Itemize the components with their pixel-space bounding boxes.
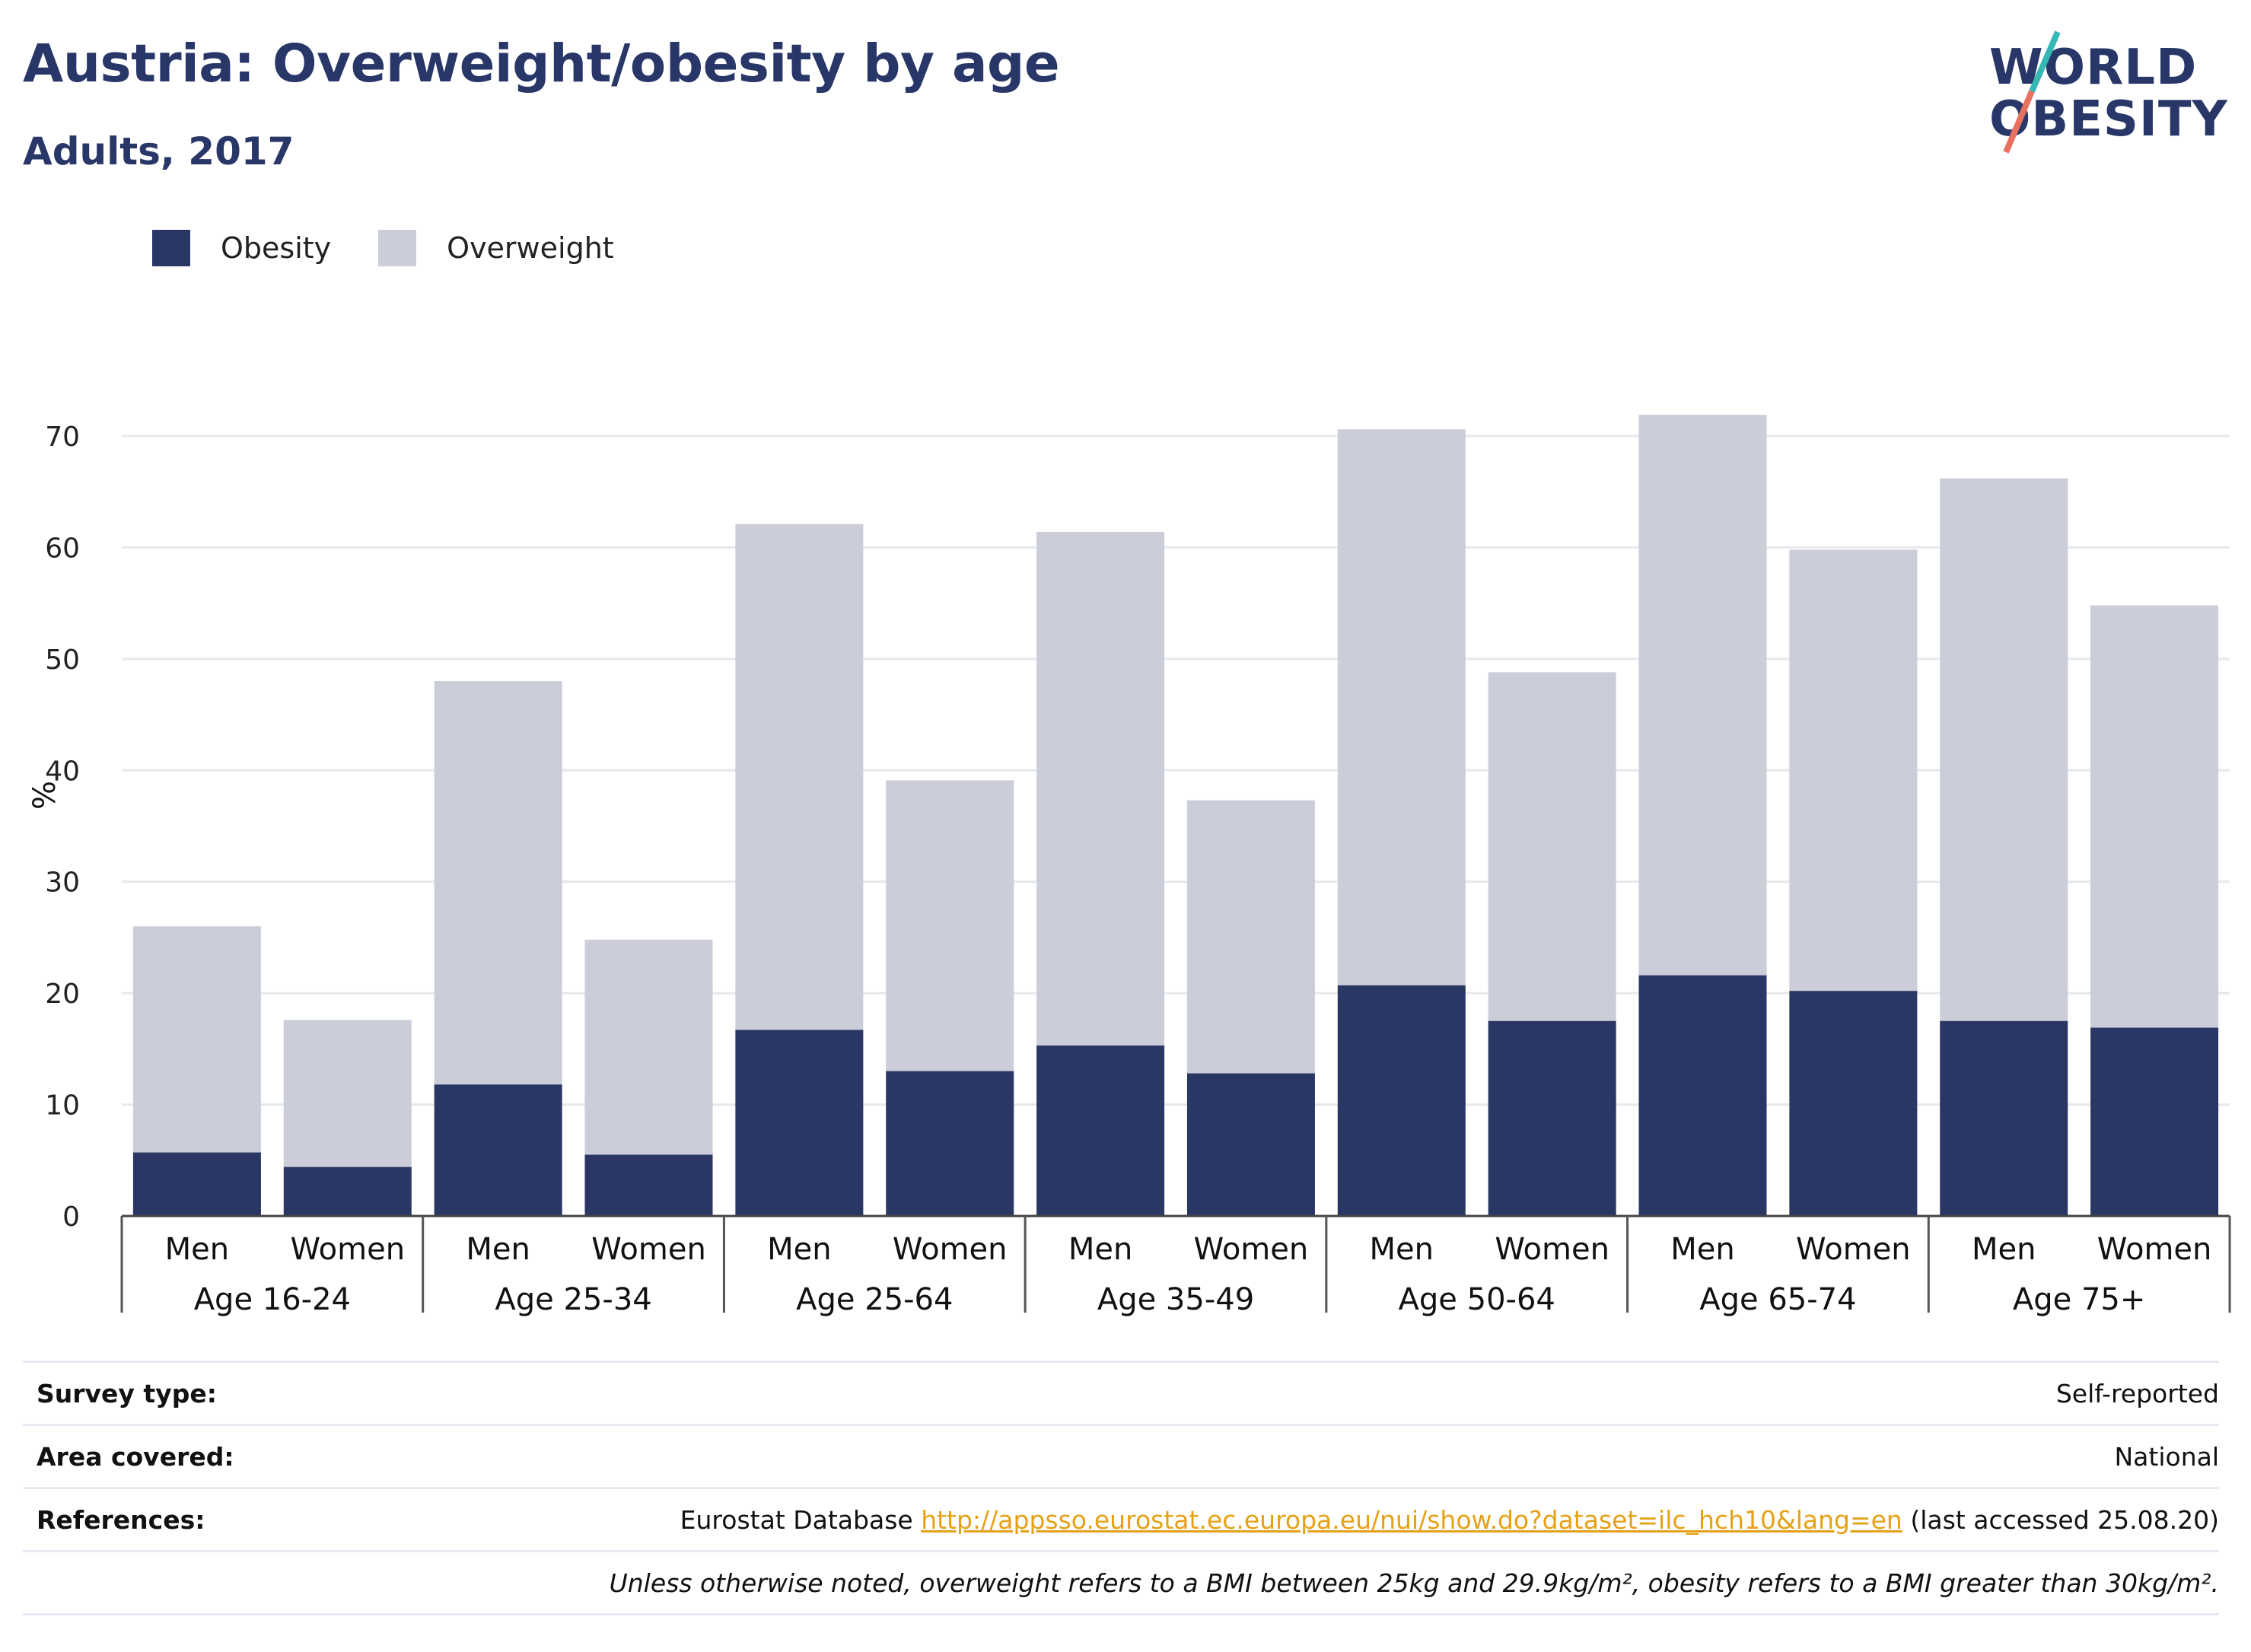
bar-overweight (1337, 429, 1466, 985)
stacked-bar-chart: 0 10 20 30 40 50 60 70% Men Women Men Women Men Women… (27, 415, 2231, 1317)
bar-obesity (886, 1071, 1014, 1216)
group-label: Age 25-34 (495, 1282, 651, 1317)
bar-overweight (1940, 478, 2068, 1021)
legend-label-overweight: Overweight (447, 231, 614, 265)
bar-overweight (886, 780, 1014, 1071)
bar-overweight (735, 524, 864, 1030)
group-label: Age 75+ (2013, 1282, 2146, 1317)
survey-type-value: Self-reported (493, 1361, 2219, 1425)
x-tick-label: Men (466, 1232, 530, 1267)
bmi-definition-note: Unless otherwise noted, overweight refer… (493, 1550, 2219, 1615)
chart-subtitle: Adults, 2017 (23, 129, 295, 173)
logo-line1: WORLD (1989, 40, 2197, 96)
bar-overweight (283, 1020, 412, 1167)
x-tick-label: Men (1972, 1232, 2036, 1267)
y-tick-label: 30 (45, 867, 80, 899)
x-tick-label: Men (1068, 1232, 1132, 1267)
x-tick-label: Men (165, 1232, 229, 1267)
logo-slash-bottom (2003, 90, 2035, 154)
references-label: References: (23, 1487, 493, 1552)
bar-obesity (1940, 1020, 2068, 1216)
bar-obesity (283, 1167, 412, 1216)
world-obesity-logo: WORLD OBESITY (1989, 30, 2227, 154)
bar-obesity (434, 1084, 562, 1216)
bar-obesity (2090, 1027, 2219, 1216)
group-label: Age 35-49 (1097, 1282, 1254, 1317)
x-tick-label: Women (591, 1232, 706, 1267)
info-table: Survey type: Self-reported Area covered:… (23, 1361, 2219, 1615)
bar-overweight (434, 681, 562, 1085)
logo-slash-top (2029, 30, 2061, 93)
bar-obesity (584, 1154, 713, 1216)
x-tick-label: Women (1796, 1232, 1911, 1267)
group-label: Age 16-24 (194, 1282, 351, 1317)
bar-obesity (1789, 991, 1918, 1216)
info-row-references: References: Eurostat Database http://app… (23, 1487, 2219, 1552)
area-covered-label: Area covered: (23, 1424, 493, 1488)
references-suffix: (last accessed 25.08.20) (1902, 1504, 2219, 1535)
area-covered-value: National (493, 1424, 2219, 1488)
x-tick-label: Women (1194, 1232, 1309, 1267)
y-tick-label: 60 (45, 533, 80, 564)
group-label: Age 65-74 (1699, 1282, 1856, 1317)
group-label: Age 50-64 (1399, 1282, 1555, 1317)
y-tick-label: 20 (45, 979, 80, 1010)
x-tick-label: Men (1670, 1232, 1734, 1267)
references-link[interactable]: http://appsso.eurostat.ec.europa.eu/nui/… (921, 1504, 1902, 1535)
info-row-area: Area covered: National (23, 1424, 2219, 1488)
y-tick-label: 50 (45, 645, 80, 676)
legend-item-obesity[interactable]: Obesity (152, 230, 331, 266)
bar-overweight (1638, 415, 1767, 976)
x-tick-label: Men (1370, 1232, 1434, 1267)
bar-overweight (584, 939, 713, 1155)
legend-item-overweight[interactable]: Overweight (378, 230, 614, 266)
bar-obesity (735, 1030, 864, 1216)
chart-title: Austria: Overweight/obesity by age (23, 33, 1060, 94)
bar-obesity (1638, 975, 1767, 1216)
legend-swatch-overweight (378, 230, 417, 266)
legend-swatch-obesity (152, 230, 190, 266)
x-tick-label: Women (290, 1232, 405, 1267)
bar-obesity (1036, 1045, 1165, 1216)
bar-obesity (1488, 1020, 1616, 1216)
bar-overweight (132, 926, 261, 1153)
bar-overweight (1036, 531, 1165, 1046)
x-tick-label: Women (2097, 1232, 2212, 1267)
bar-obesity (1337, 985, 1466, 1216)
survey-type-label: Survey type: (23, 1361, 493, 1425)
bar-overweight (1186, 800, 1315, 1074)
y-axis-title: % (27, 781, 62, 810)
bar-overweight (2090, 605, 2219, 1028)
y-tick-label: 40 (45, 756, 80, 787)
bar-obesity (1186, 1073, 1315, 1216)
x-tick-label: Women (893, 1232, 1008, 1267)
chart-legend: Obesity Overweight (152, 228, 661, 268)
x-tick-label: Men (767, 1232, 831, 1267)
bar-overweight (1789, 549, 1918, 992)
y-tick-label: 0 (62, 1202, 80, 1233)
info-row-survey-type: Survey type: Self-reported (23, 1361, 2219, 1425)
info-row-note: Unless otherwise noted, overweight refer… (23, 1550, 2219, 1615)
references-value: Eurostat Database http://appsso.eurostat… (493, 1487, 2219, 1552)
note-spacer (23, 1550, 493, 1615)
bar-obesity (132, 1152, 261, 1216)
y-tick-label: 70 (45, 422, 80, 453)
references-prefix: Eurostat Database (680, 1504, 922, 1535)
bar-overweight (1488, 672, 1616, 1021)
x-tick-label: Women (1495, 1232, 1609, 1267)
y-tick-label: 10 (45, 1090, 80, 1122)
group-label: Age 25-64 (796, 1282, 953, 1317)
legend-label-obesity: Obesity (221, 231, 332, 265)
